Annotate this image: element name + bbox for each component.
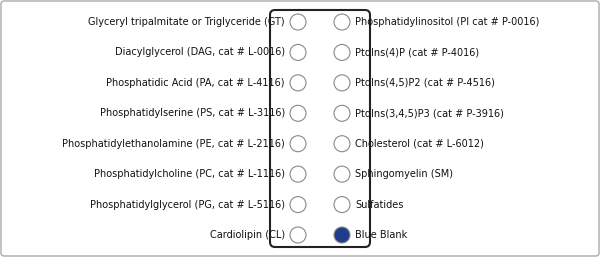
- Text: Phosphatidylinositol (PI cat # P-0016): Phosphatidylinositol (PI cat # P-0016): [355, 17, 539, 27]
- Circle shape: [334, 75, 350, 91]
- Text: Phosphatidic Acid (PA, cat # L-4116): Phosphatidic Acid (PA, cat # L-4116): [107, 78, 285, 88]
- Text: Sulfatides: Sulfatides: [355, 200, 403, 209]
- Circle shape: [290, 75, 306, 91]
- Circle shape: [334, 44, 350, 60]
- Text: Phosphatidylcholine (PC, cat # L-1116): Phosphatidylcholine (PC, cat # L-1116): [94, 169, 285, 179]
- Circle shape: [334, 14, 350, 30]
- Circle shape: [290, 166, 306, 182]
- Circle shape: [334, 166, 350, 182]
- Circle shape: [334, 105, 350, 121]
- Text: Glyceryl tripalmitate or Triglyceride (GT): Glyceryl tripalmitate or Triglyceride (G…: [88, 17, 285, 27]
- Circle shape: [290, 14, 306, 30]
- Text: Phosphatidylserine (PS, cat # L-3116): Phosphatidylserine (PS, cat # L-3116): [100, 108, 285, 118]
- Text: PtdIns(4)P (cat # P-4016): PtdIns(4)P (cat # P-4016): [355, 48, 479, 57]
- Text: Cholesterol (cat # L-6012): Cholesterol (cat # L-6012): [355, 139, 484, 149]
- Circle shape: [290, 227, 306, 243]
- Text: Diacylglycerol (DAG, cat # L-0016): Diacylglycerol (DAG, cat # L-0016): [115, 48, 285, 57]
- Text: Phosphatidylethanolamine (PE, cat # L-2116): Phosphatidylethanolamine (PE, cat # L-21…: [62, 139, 285, 149]
- Circle shape: [290, 197, 306, 213]
- Circle shape: [334, 227, 350, 243]
- Text: Blue Blank: Blue Blank: [355, 230, 407, 240]
- Circle shape: [290, 105, 306, 121]
- Text: Sphingomyelin (SM): Sphingomyelin (SM): [355, 169, 453, 179]
- Circle shape: [334, 136, 350, 152]
- Circle shape: [334, 197, 350, 213]
- Text: PtdIns(4,5)P2 (cat # P-4516): PtdIns(4,5)P2 (cat # P-4516): [355, 78, 495, 88]
- Text: Phosphatidylglycerol (PG, cat # L-5116): Phosphatidylglycerol (PG, cat # L-5116): [90, 200, 285, 209]
- FancyBboxPatch shape: [270, 10, 370, 247]
- Circle shape: [290, 136, 306, 152]
- Text: PtdIns(3,4,5)P3 (cat # P-3916): PtdIns(3,4,5)P3 (cat # P-3916): [355, 108, 504, 118]
- Text: Cardiolipin (CL): Cardiolipin (CL): [210, 230, 285, 240]
- Circle shape: [290, 44, 306, 60]
